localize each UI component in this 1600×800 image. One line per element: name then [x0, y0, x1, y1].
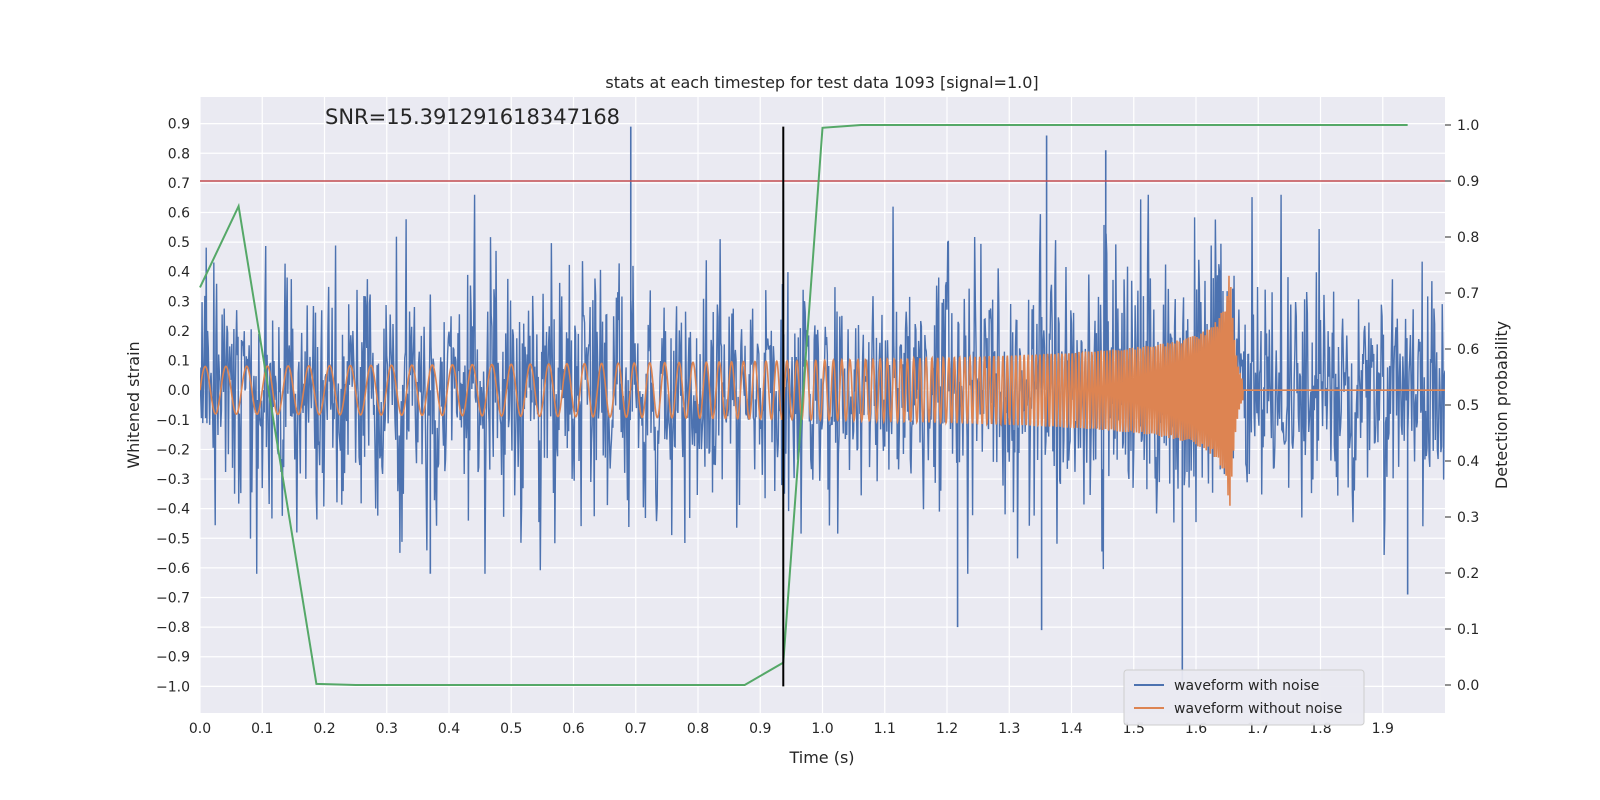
y-tick-label: −0.8	[156, 620, 190, 636]
y-tick-label: −0.1	[156, 413, 190, 429]
x-tick-label: 1.0	[811, 721, 833, 737]
legend-label-noise: waveform with noise	[1174, 678, 1319, 694]
y2-tick-label: 0.0	[1457, 678, 1479, 694]
legend-box	[1123, 669, 1365, 726]
x-axis-label: Time (s)	[788, 748, 854, 767]
series-layer	[200, 126, 1445, 687]
y2-tick-label: 0.6	[1457, 342, 1479, 358]
y2-tick-label: 0.3	[1457, 510, 1479, 526]
y2-tick-label: 0.2	[1457, 566, 1479, 582]
series-clean-line	[200, 275, 1445, 506]
x-tick-label: 0.6	[562, 721, 584, 737]
legend: waveform with noise waveform without noi…	[1123, 669, 1365, 726]
y-tick-label: −0.3	[156, 472, 190, 488]
y-tick-label: 0.2	[168, 324, 190, 340]
x-tick-label: 0.5	[500, 721, 522, 737]
y-tick-label: 0.7	[168, 176, 190, 192]
x-tick-label: 1.1	[874, 721, 896, 737]
x-tick-label: 1.9	[1372, 721, 1394, 737]
y-tick-label: −0.6	[156, 561, 190, 577]
y-tick-label: 0.5	[168, 235, 190, 251]
x-tick-label: 0.1	[251, 721, 273, 737]
y-tick-label: −1.0	[156, 679, 190, 695]
x-tick-label: 0.2	[313, 721, 335, 737]
x-tick-label: 0.8	[687, 721, 709, 737]
y-tick-label: −0.2	[156, 442, 190, 458]
y-tick-label: 0.3	[168, 294, 190, 310]
x-tick-label: 0.7	[625, 721, 647, 737]
tick-layer: 0.0 0.1 0.2 0.3 0.4 0.5 0.6 0.7 0.8 0.9 1.0 1.1 1.2 1…	[156, 117, 1479, 737]
y-tick-label: −0.4	[156, 502, 190, 518]
y2-tick-label: 0.5	[1457, 398, 1479, 414]
y-tick-label: 0.0	[168, 383, 190, 399]
y-tick-label: 0.1	[168, 354, 190, 370]
x-tick-label: 1.2	[936, 721, 958, 737]
x-tick-label: 0.0	[189, 721, 211, 737]
y2-axis-label: Detection probability	[1492, 321, 1511, 489]
series-probability-line	[199, 124, 1408, 686]
legend-label-clean: waveform without noise	[1174, 701, 1342, 717]
y-tick-label: −0.9	[156, 650, 190, 666]
y2-tick-label: 0.9	[1457, 174, 1479, 190]
y2-tick-label: 1.0	[1457, 118, 1479, 134]
x-tick-label: 1.3	[998, 721, 1020, 737]
x-tick-label: 1.4	[1060, 721, 1082, 737]
y-tick-label: 0.6	[168, 206, 190, 222]
y-tick-label: −0.7	[156, 591, 190, 607]
snr-annotation: SNR=15.391291618347168	[325, 105, 620, 129]
y2-tick-label: 0.1	[1457, 622, 1479, 638]
y-tick-label: 0.8	[168, 146, 190, 162]
y-tick-label: −0.5	[156, 531, 190, 547]
x-tick-label: 0.9	[749, 721, 771, 737]
y-axis-label: Whitened strain	[124, 341, 143, 468]
chart-title: stats at each timestep for test data 109…	[605, 73, 1038, 92]
overlay-layer	[199, 124, 1445, 687]
y2-tick-label: 0.4	[1457, 454, 1479, 470]
y-tick-label: 0.4	[168, 265, 190, 281]
x-tick-label: 0.4	[438, 721, 460, 737]
y-tick-label: 0.9	[168, 117, 190, 133]
y2-tick-label: 0.8	[1457, 230, 1479, 246]
y2-tick-label: 0.7	[1457, 286, 1479, 302]
x-tick-label: 0.3	[376, 721, 398, 737]
